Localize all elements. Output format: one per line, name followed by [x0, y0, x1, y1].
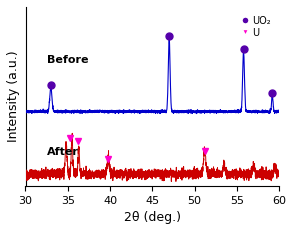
Text: After: After [47, 147, 79, 157]
Legend: UO₂, U: UO₂, U [237, 12, 274, 42]
Text: Before: Before [47, 55, 88, 65]
X-axis label: 2θ (deg.): 2θ (deg.) [124, 211, 181, 224]
Y-axis label: Intensity (a.u.): Intensity (a.u.) [7, 51, 20, 142]
